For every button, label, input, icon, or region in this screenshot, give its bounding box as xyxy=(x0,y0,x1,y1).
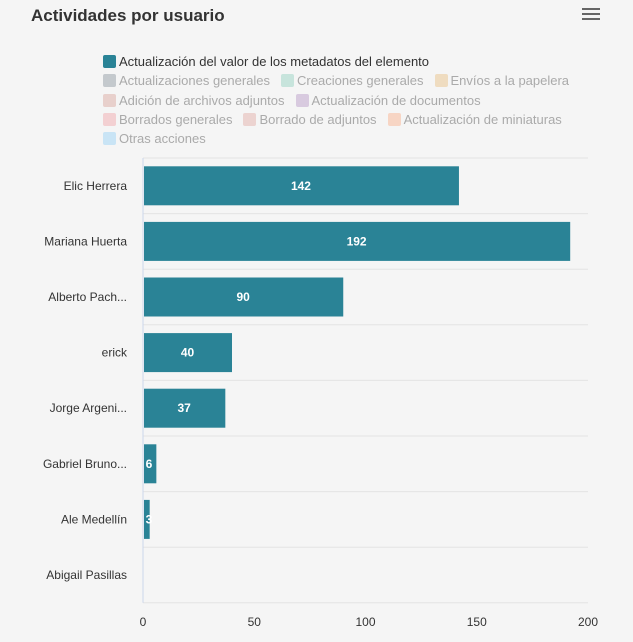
bar xyxy=(144,333,232,373)
y-category-label: Elic Herrera xyxy=(64,179,128,193)
legend-label: Borrado de adjuntos xyxy=(259,112,377,128)
legend-swatch xyxy=(103,132,116,146)
y-category-label: Abigail Pasillas xyxy=(46,568,127,582)
data-label: 40 xyxy=(181,346,195,360)
legend-item[interactable]: Actualizaciones generales xyxy=(103,73,270,88)
legend-row: Adición de archivos adjuntos Actualizació… xyxy=(103,91,603,110)
legend: Actualización del valor de los metadatos… xyxy=(103,52,603,148)
y-category-label: Mariana Huerta xyxy=(44,234,127,248)
bar xyxy=(144,166,459,206)
legend-label: Actualización de miniaturas xyxy=(403,112,562,128)
legend-item[interactable]: Otras acciones xyxy=(103,131,206,146)
legend-item[interactable]: Actualización de documentos xyxy=(295,92,481,108)
x-tick-label: 50 xyxy=(248,615,262,629)
legend-item[interactable]: Borrados generales xyxy=(103,112,232,127)
data-label: 142 xyxy=(291,179,311,193)
y-category-label: erick xyxy=(102,346,128,360)
legend-label: Adición de archivos adjuntos xyxy=(119,92,285,108)
bar xyxy=(144,388,226,428)
legend-label: Actualizaciones generales xyxy=(119,73,271,89)
legend-swatch xyxy=(281,74,295,88)
legend-row: Borrados generales Borrado de adjuntos Act… xyxy=(103,110,603,129)
y-category-label: Gabriel Bruno... xyxy=(43,457,127,471)
legend-label: Otras acciones xyxy=(119,131,206,147)
legend-item[interactable]: Adición de archivos adjuntos xyxy=(103,93,285,108)
data-label: 192 xyxy=(347,234,367,248)
bar xyxy=(144,277,344,317)
legend-swatch xyxy=(387,113,401,127)
x-tick-label: 200 xyxy=(578,615,598,629)
x-tick-label: 150 xyxy=(467,615,487,629)
legend-row: Actualización del valor de los metadatos… xyxy=(103,52,603,71)
legend-item[interactable]: Actualización del valor de los metadatos… xyxy=(103,54,429,69)
legend-swatch xyxy=(103,113,116,127)
legend-label: Actualización de documentos xyxy=(311,92,481,108)
legend-label: Actualización del valor de los metadatos… xyxy=(119,54,430,70)
y-category-label: Jorge Argeni... xyxy=(50,401,127,415)
y-category-label: Alberto Pach... xyxy=(48,290,127,304)
legend-swatch xyxy=(243,113,257,127)
legend-item[interactable]: Creaciones generales xyxy=(281,73,424,89)
legend-item[interactable]: Borrado de adjuntos xyxy=(243,112,377,128)
chart-title: Actividades por usuario xyxy=(31,6,225,25)
x-tick-label: 100 xyxy=(355,615,375,629)
legend-label: Borrados generales xyxy=(119,112,233,128)
legend-swatch xyxy=(434,74,448,88)
legend-swatch xyxy=(103,55,116,69)
legend-row: Otras acciones xyxy=(103,129,603,148)
bar xyxy=(144,444,157,484)
legend-item[interactable]: Actualización de miniaturas xyxy=(387,112,562,128)
data-label: 6 xyxy=(146,457,153,471)
legend-swatch xyxy=(103,74,116,88)
bar xyxy=(144,221,571,261)
legend-label: Envíos a la papelera xyxy=(450,73,570,89)
legend-swatch xyxy=(295,93,309,107)
hamburger-menu-icon[interactable] xyxy=(582,8,600,22)
y-category-label: Ale Medellín xyxy=(61,512,127,526)
x-tick-label: 0 xyxy=(140,615,147,629)
legend-item[interactable]: Envíos a la papelera xyxy=(434,73,570,89)
data-label: 90 xyxy=(236,290,250,304)
data-label: 37 xyxy=(177,401,191,415)
data-label: 3 xyxy=(146,512,153,526)
bar xyxy=(144,499,150,539)
legend-row: Actualizaciones generales Creaciones gene… xyxy=(103,71,603,90)
legend-swatch xyxy=(103,93,116,107)
legend-label: Creaciones generales xyxy=(297,73,424,89)
